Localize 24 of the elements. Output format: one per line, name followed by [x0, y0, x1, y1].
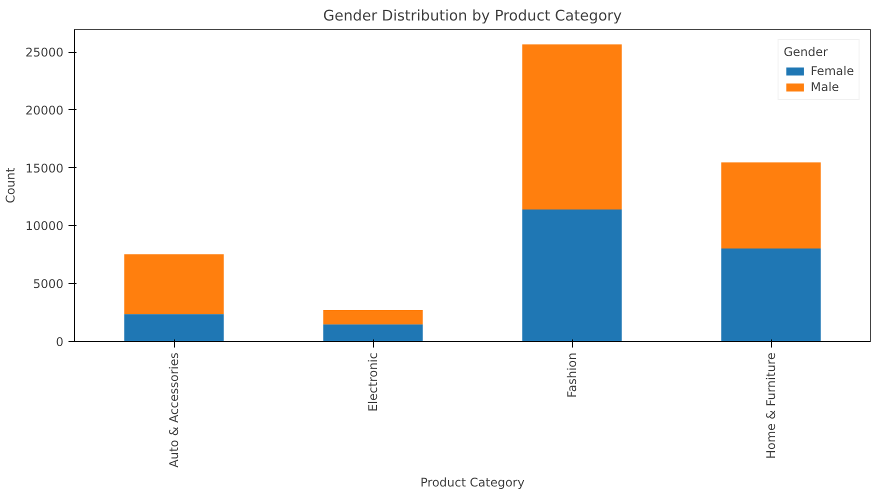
x-tick-label: Home & Furniture: [764, 352, 778, 459]
y-tick-label: 0: [56, 335, 64, 349]
y-axis-title: Count: [3, 167, 18, 204]
y-tick-label: 25000: [25, 46, 64, 60]
legend-label: Male: [810, 80, 840, 94]
y-tick-label: 10000: [25, 219, 64, 234]
y-tick-label: 5000: [32, 277, 64, 292]
chart-title: Gender Distribution by Product Category: [323, 8, 622, 24]
bar: [323, 310, 423, 324]
legend-title: Gender: [784, 45, 829, 59]
legend-label: Female: [810, 64, 854, 78]
x-tick-label: Electronic: [366, 352, 380, 412]
x-tick-label: Auto & Accessories: [167, 352, 181, 468]
x-axis-title: Product Category: [420, 476, 525, 490]
bar: [522, 210, 622, 342]
bar: [323, 324, 423, 342]
bar: [124, 314, 224, 342]
y-tick-label: 20000: [25, 103, 64, 118]
bar: [522, 44, 622, 210]
x-tick-label: Fashion: [565, 352, 579, 398]
bar: [721, 162, 821, 249]
y-tick-label: 15000: [25, 161, 64, 176]
bar: [721, 248, 821, 342]
bar: [124, 254, 224, 314]
